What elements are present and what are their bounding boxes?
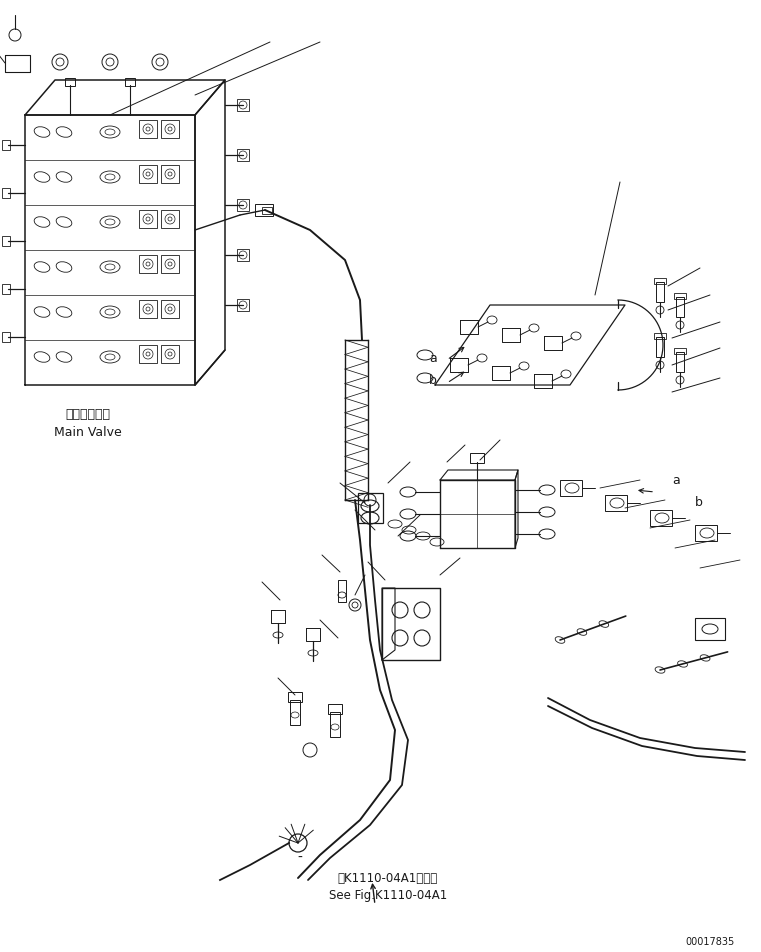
Bar — [262, 207, 272, 214]
Text: a: a — [429, 351, 437, 365]
Text: 第K1110-04A1図参照: 第K1110-04A1図参照 — [338, 871, 438, 884]
Bar — [470, 453, 484, 463]
Bar — [654, 333, 666, 339]
Bar — [2, 332, 10, 342]
Bar — [2, 236, 10, 246]
Bar — [676, 297, 684, 317]
Bar — [161, 120, 179, 138]
Bar — [255, 204, 273, 216]
Bar — [2, 284, 10, 294]
Bar — [695, 618, 725, 640]
Bar — [161, 300, 179, 318]
Text: メインバルブ: メインバルブ — [65, 408, 110, 422]
Text: See Fig.K1110-04A1: See Fig.K1110-04A1 — [329, 888, 447, 902]
Bar — [330, 712, 340, 737]
Bar — [161, 165, 179, 183]
Bar — [237, 249, 249, 261]
Bar — [161, 345, 179, 363]
Bar — [139, 300, 157, 318]
Bar — [695, 525, 717, 541]
Bar — [65, 78, 75, 86]
Text: b: b — [429, 374, 437, 387]
Bar — [2, 140, 10, 150]
Bar — [358, 493, 383, 523]
Text: Main Valve: Main Valve — [54, 426, 122, 439]
Bar — [139, 210, 157, 228]
Bar — [2, 188, 10, 198]
Bar — [237, 99, 249, 111]
Bar — [139, 120, 157, 138]
Bar — [656, 337, 664, 357]
Bar — [125, 78, 135, 86]
Bar — [650, 510, 672, 526]
Text: -: - — [298, 851, 302, 865]
Text: 00017835: 00017835 — [686, 937, 735, 947]
Bar — [237, 199, 249, 211]
Bar — [676, 352, 684, 372]
Bar — [237, 149, 249, 161]
Bar — [161, 255, 179, 273]
Text: b: b — [695, 495, 703, 508]
Bar — [161, 210, 179, 228]
Bar — [328, 704, 342, 714]
Bar — [560, 480, 582, 496]
Bar — [288, 692, 302, 702]
Bar — [338, 580, 346, 602]
Bar — [674, 348, 686, 354]
Bar — [605, 495, 627, 511]
Bar — [139, 255, 157, 273]
Bar — [656, 282, 664, 302]
Bar — [237, 299, 249, 311]
Bar — [654, 278, 666, 284]
Bar — [290, 700, 300, 725]
Bar — [139, 345, 157, 363]
Bar — [674, 293, 686, 299]
Bar — [139, 165, 157, 183]
Text: a: a — [672, 473, 680, 486]
